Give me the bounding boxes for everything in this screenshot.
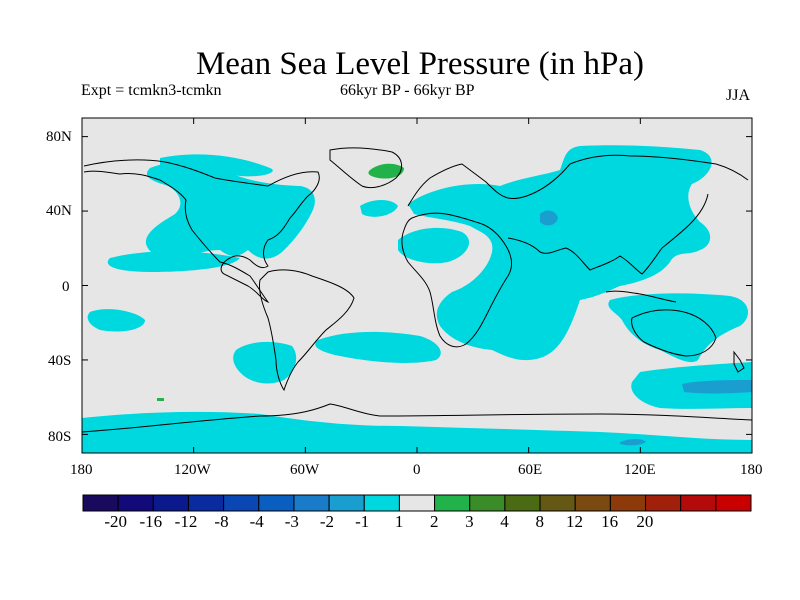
x-tick-180w: 180 [70, 462, 93, 478]
anomaly-mid-atlantic [360, 200, 398, 217]
colorbar-label: -8 [214, 512, 229, 531]
coast-africa [401, 212, 513, 348]
y-tick-0: 0 [62, 279, 70, 295]
colorbar-label: 2 [429, 512, 439, 531]
core-antarctic [620, 439, 646, 446]
colorbar-label: 4 [500, 512, 509, 531]
coast-europe [407, 154, 749, 207]
colorbar-label: 1 [394, 512, 404, 531]
anomaly-north-america [145, 161, 315, 259]
colorbar-label: -2 [319, 512, 335, 531]
anomaly-antarctic [82, 411, 752, 453]
colorbar-box [187, 494, 225, 512]
anomaly-south-atlantic [315, 331, 441, 363]
anomaly-south-pacific-east [87, 309, 145, 332]
colorbar-box [539, 494, 576, 512]
colorbar-label: -20 [104, 512, 128, 531]
colorbar-label: -16 [139, 512, 163, 531]
coast-australia [631, 309, 717, 357]
coastlines [82, 147, 752, 433]
axis-ticks [81, 118, 753, 453]
x-tick-60e: 60E [518, 462, 543, 478]
anomaly-west-africa-atlantic [398, 227, 470, 264]
x-tick-60w: 60W [290, 462, 320, 478]
colorbar-label: 16 [601, 512, 619, 531]
colorbar-box [469, 494, 506, 512]
x-tick-120w: 120W [174, 462, 211, 478]
colorbar-box [152, 494, 189, 512]
colorbar-box [645, 494, 682, 512]
coast-antarctica [82, 403, 752, 433]
colorbar-box [82, 494, 119, 512]
colorbar-box [715, 494, 752, 512]
colorbar-box [258, 494, 295, 512]
anomaly-west-pacific [608, 293, 749, 363]
colorbar-box [574, 494, 611, 512]
colorbar-box [328, 494, 365, 512]
colorbar-label: -3 [284, 512, 299, 531]
colorbar [82, 494, 752, 512]
colorbar-box [117, 494, 154, 512]
coast-new-zealand [733, 350, 745, 373]
coast-indonesia [605, 290, 677, 303]
coast-south-asia [507, 193, 709, 275]
colorbar-box [363, 494, 400, 512]
y-tick-80s: 80S [48, 429, 72, 445]
y-tick-80n: 80N [46, 129, 72, 145]
season-label: JJA [726, 87, 751, 104]
anomaly-eurasia-indian [408, 145, 712, 361]
experiment-label: Expt = tcmkn3-tcmkn [81, 82, 222, 99]
colorbar-box [398, 494, 436, 512]
anomaly-south-america [233, 341, 297, 384]
colorbar-box [609, 494, 647, 512]
coast-north-america [83, 159, 320, 303]
colorbar-box [293, 494, 330, 512]
colorbar-label: 20 [636, 512, 654, 531]
map-title: Mean Sea Level Pressure (in hPa) [195, 46, 645, 82]
anomaly-south-pacific-positive [157, 398, 164, 401]
colorbar-label: 3 [465, 512, 474, 531]
anomaly-layer [82, 145, 752, 453]
colorbar-label: -4 [249, 512, 264, 531]
y-tick-40n: 40N [46, 203, 72, 219]
colorbar-box [223, 494, 260, 512]
colorbar-label: -1 [355, 512, 370, 531]
colorbar-label: -12 [174, 512, 198, 531]
x-tick-0: 0 [413, 462, 421, 478]
anomaly-arctic-canada [160, 154, 273, 177]
anomaly-east-pacific [107, 251, 241, 272]
colorbar-box [504, 494, 541, 512]
coast-greenland [329, 147, 402, 189]
core-sw-pacific [682, 380, 752, 394]
coast-south-america [259, 269, 355, 392]
colorbar-box [680, 494, 717, 512]
colorbar-box [434, 494, 471, 512]
x-tick-180e: 180 [740, 462, 763, 478]
colorbar-label: 12 [566, 512, 583, 531]
anomaly-greenland-positive [368, 163, 404, 179]
x-tick-120e: 120E [624, 462, 656, 478]
core-central-asia [540, 210, 558, 226]
period-label: 66kyr BP - 66kyr BP [340, 82, 475, 99]
y-tick-40s: 40S [48, 353, 72, 369]
colorbar-label: 8 [535, 512, 544, 531]
